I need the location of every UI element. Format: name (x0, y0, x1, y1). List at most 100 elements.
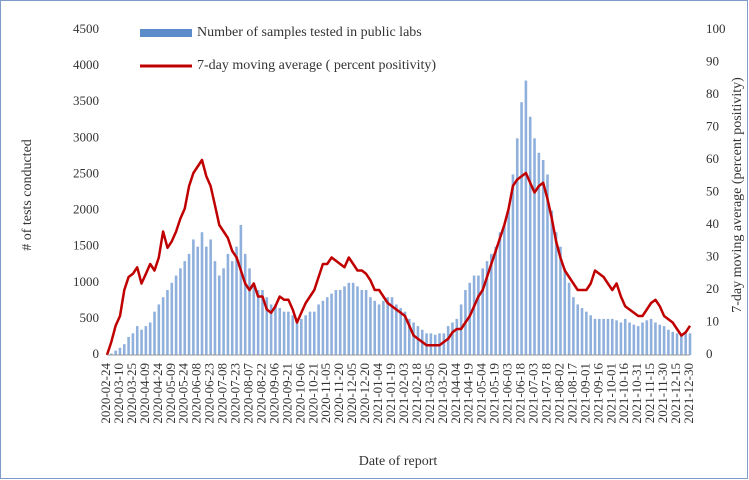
x-tick-label: 2021-03-20 (435, 363, 450, 424)
bar (144, 326, 148, 355)
y2-tick-label: 10 (706, 313, 719, 328)
bar (179, 268, 182, 355)
y2-tick-label: 100 (706, 21, 726, 36)
bar (135, 326, 139, 355)
y-tick-label: 1500 (73, 238, 99, 253)
x-tick-label: 2021-08-02 (551, 363, 566, 424)
bar (563, 268, 567, 355)
x-tick-label: 2020-04-24 (150, 363, 165, 424)
y2-tick-label: 20 (706, 281, 719, 296)
bar (399, 308, 402, 355)
y2-tick-label: 40 (706, 216, 719, 231)
bar (598, 318, 601, 355)
legend-label: 7-day moving average ( percent positivit… (197, 58, 436, 73)
bar (503, 225, 506, 355)
bar (602, 318, 605, 355)
bar (200, 232, 204, 355)
bar (662, 326, 666, 355)
bar (615, 320, 618, 355)
bar (338, 290, 342, 355)
bar (403, 311, 407, 355)
x-axis-label: Date of report (359, 454, 438, 469)
bar (209, 239, 212, 355)
bar (589, 315, 592, 355)
y2-tick-label: 60 (706, 151, 719, 166)
x-tick-label: 2021-05-19 (487, 363, 502, 424)
x-tick-label: 2020-02-24 (98, 363, 113, 424)
bar (632, 324, 636, 355)
bar (360, 290, 364, 355)
bar (291, 315, 294, 355)
bar (127, 336, 130, 355)
bar (343, 286, 346, 355)
bar (442, 333, 446, 355)
x-tick-label: 2020-08-07 (240, 363, 255, 424)
bar (585, 311, 588, 355)
bar (334, 290, 338, 355)
bar (248, 268, 251, 355)
bar (593, 318, 597, 355)
bar (645, 320, 649, 355)
x-tick-label: 2021-10-31 (629, 363, 644, 424)
bar (546, 174, 549, 355)
bar (166, 290, 169, 355)
y2-tick-label: 70 (706, 118, 719, 133)
x-tick-label: 2020-10-06 (292, 363, 307, 424)
legend-label: Number of samples tested in public labs (197, 25, 422, 40)
bar (515, 138, 519, 355)
bar (325, 297, 329, 355)
bar (140, 329, 143, 355)
bar (671, 331, 675, 355)
bar (356, 286, 359, 355)
bar (559, 246, 562, 355)
x-tick-label: 2021-12-15 (668, 363, 683, 424)
bar (205, 246, 208, 355)
bar (131, 333, 135, 355)
bar (494, 246, 497, 355)
bar (170, 282, 174, 355)
bar (312, 311, 316, 355)
y2-tick-label: 0 (706, 346, 713, 361)
bar (390, 297, 394, 355)
bar (321, 300, 325, 355)
x-tick-label: 2020-12-05 (344, 363, 359, 424)
bar (688, 333, 692, 355)
bar (114, 350, 117, 355)
bar (524, 80, 528, 356)
bar (161, 297, 165, 355)
x-tick-label: 2021-11-15 (642, 363, 657, 423)
bar (537, 152, 541, 355)
bar (490, 253, 493, 355)
bar (654, 322, 657, 355)
bar (235, 246, 238, 355)
bar (477, 275, 480, 355)
x-tick-label: 2020-11-20 (331, 363, 346, 423)
bar (295, 318, 299, 355)
line (105, 158, 692, 356)
x-tick-label: 2021-10-01 (603, 363, 618, 424)
x-tick-label: 2020-03-25 (124, 363, 139, 424)
bar (300, 318, 303, 355)
x-tick-label: 2021-10-16 (616, 363, 631, 424)
bar (287, 311, 290, 355)
x-tick-label: 2021-02-18 (409, 363, 424, 424)
x-tick-label: 2021-01-19 (383, 363, 398, 424)
y-tick-label: 3500 (73, 93, 99, 108)
bar (533, 138, 536, 355)
y-tick-label: 3000 (73, 129, 99, 144)
x-tick-label: 2021-12-30 (681, 363, 696, 424)
x-tick-label: 2021-11-30 (655, 363, 670, 423)
y2-tick-label: 50 (706, 183, 719, 198)
bar (382, 300, 385, 355)
bar (269, 304, 273, 355)
bar (174, 275, 178, 355)
bar (658, 324, 662, 355)
x-tick-label: 2021-06-03 (500, 363, 515, 424)
bar (153, 311, 156, 355)
x-tick-label: 2021-07-03 (526, 363, 541, 424)
bar (511, 174, 515, 355)
bar (122, 344, 126, 355)
bar (347, 282, 351, 355)
x-tick-label: 2021-09-01 (577, 363, 592, 424)
